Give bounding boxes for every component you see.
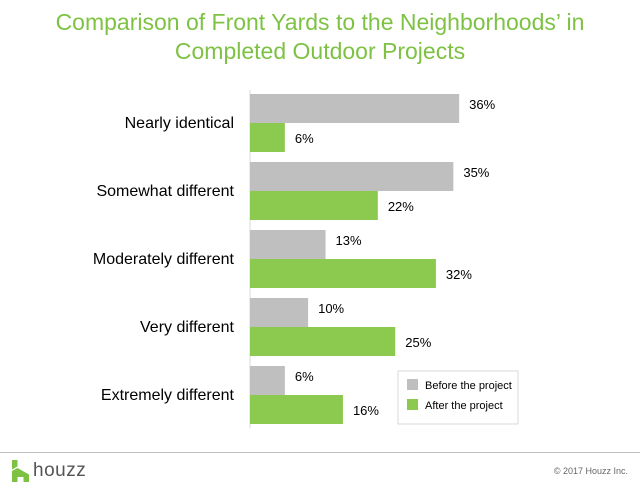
bar-after-moderately-different	[250, 259, 436, 288]
legend-label-before: Before the project	[425, 380, 512, 392]
value-label-before-extremely-different: 6%	[295, 369, 314, 384]
value-label-before-moderately-different: 13%	[336, 233, 362, 248]
houzz-logo: houzz	[12, 459, 86, 483]
chart-title: Comparison of Front Yards to the Neighbo…	[0, 8, 640, 66]
value-label-after-somewhat-different: 22%	[388, 199, 414, 214]
value-label-before-somewhat-different: 35%	[463, 165, 489, 180]
category-label-very-different: Very different	[140, 319, 235, 336]
houzz-logo-icon	[12, 460, 29, 482]
bar-after-somewhat-different	[250, 191, 378, 220]
bar-before-moderately-different	[250, 230, 326, 259]
category-label-nearly-identical: Nearly identical	[125, 115, 234, 132]
bar-before-nearly-identical	[250, 94, 460, 123]
category-label-somewhat-different: Somewhat different	[96, 183, 234, 200]
value-label-before-very-different: 10%	[318, 301, 344, 316]
legend-swatch-before	[407, 379, 418, 390]
value-label-after-moderately-different: 32%	[446, 267, 472, 282]
bar-chart: Nearly identical 36% 6% Somewhat different 3…	[93, 90, 519, 428]
bar-after-very-different	[250, 327, 396, 356]
bar-before-very-different	[250, 298, 309, 327]
value-label-before-nearly-identical: 36%	[469, 97, 495, 112]
legend-swatch-after	[407, 399, 418, 410]
value-label-after-very-different: 25%	[405, 335, 431, 350]
legend-label-after: After the project	[425, 400, 503, 412]
category-label-extremely-different: Extremely different	[101, 387, 235, 404]
category-label-moderately-different: Moderately different	[93, 251, 235, 268]
footer-divider	[0, 452, 640, 453]
bar-after-nearly-identical	[250, 123, 285, 152]
bar-before-somewhat-different	[250, 162, 454, 191]
value-label-after-nearly-identical: 6%	[295, 131, 314, 146]
bar-before-extremely-different	[250, 366, 285, 395]
value-label-after-extremely-different: 16%	[353, 403, 379, 418]
chart-title-line-1: Comparison of Front Yards to the Neighbo…	[55, 9, 585, 35]
bar-after-extremely-different	[250, 395, 343, 424]
chart-title-line-2: Completed Outdoor Projects	[174, 38, 466, 64]
legend-box	[397, 370, 519, 425]
logo-text: houzz	[33, 460, 87, 481]
copyright-text: © 2017 Houzz Inc.	[553, 466, 628, 476]
